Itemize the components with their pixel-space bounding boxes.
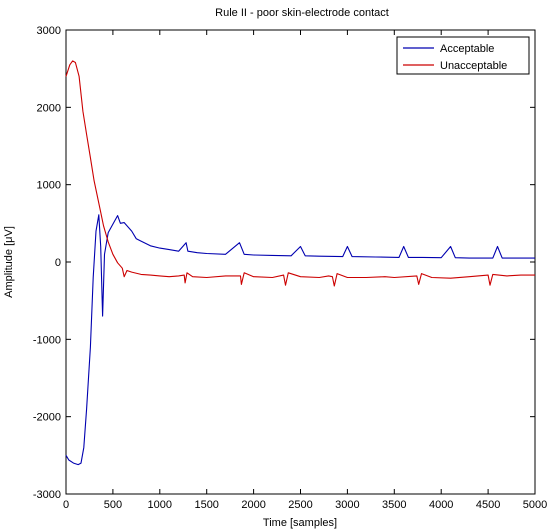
legend-label-acceptable: Acceptable: [440, 43, 494, 55]
series-line-unacceptable: [65, 60, 535, 287]
legend-box: [396, 36, 530, 75]
x-axis: 0 500 1000 1500 2000 2500 3000 3500 4000 4500 5000: [63, 30, 547, 511]
y-tick-label: 0: [55, 257, 61, 269]
series-line-acceptable: [65, 214, 535, 466]
y-tick-label: 1000: [37, 180, 61, 192]
x-tick-label: 3000: [335, 499, 359, 511]
x-tick-label: 4500: [476, 499, 500, 511]
legend: Acceptable Unacceptable: [396, 36, 530, 75]
y-axis: -3000 -2000 -1000 0 1000 2000 3000: [33, 25, 535, 501]
x-tick-label: 2500: [288, 499, 312, 511]
y-tick-label: -2000: [33, 412, 61, 424]
y-tick-label: -3000: [33, 489, 61, 501]
series-layer: [65, 60, 535, 466]
plot-area: [65, 29, 536, 495]
y-axis-label: Amplitude [μV]: [3, 226, 15, 298]
y-tick-label: -1000: [33, 334, 61, 346]
x-axis-label: Time [samples]: [263, 517, 337, 529]
x-tick-label: 3500: [382, 499, 406, 511]
x-tick-label: 1500: [194, 499, 218, 511]
legend-label-unacceptable: Unacceptable: [440, 60, 507, 72]
x-tick-label: 500: [104, 499, 122, 511]
x-tick-label: 5000: [523, 499, 547, 511]
x-tick-label: 4000: [429, 499, 453, 511]
x-tick-label: 2000: [241, 499, 265, 511]
x-tick-label: 1000: [148, 499, 172, 511]
y-tick-label: 2000: [37, 102, 61, 114]
x-tick-label: 0: [63, 499, 69, 511]
chart-title: Rule II - poor skin-electrode contact: [215, 7, 389, 19]
y-tick-label: 3000: [37, 25, 61, 37]
